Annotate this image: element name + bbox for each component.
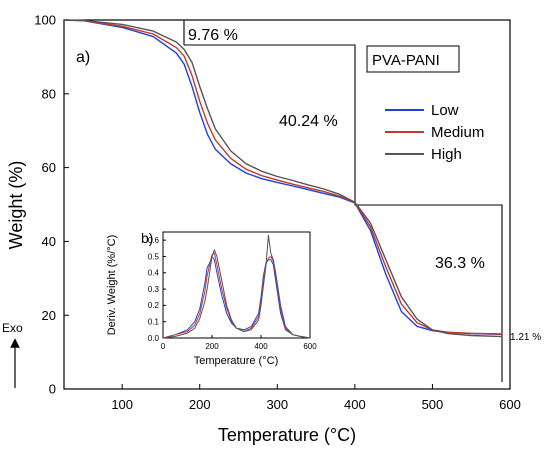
main-plot-frame bbox=[63, 19, 511, 390]
inset-axis-ticks: 0 200 400 600 0.0 0.1 0.2 0.3 0.4 0.5 0.6 bbox=[148, 236, 317, 351]
legend-label-low: Low bbox=[431, 102, 459, 119]
legend-title-box bbox=[366, 45, 460, 73]
step2-label: 40.24 % bbox=[279, 113, 338, 130]
x-tick-label: 400 bbox=[254, 342, 268, 351]
residue-label: 1.21 % bbox=[510, 332, 541, 343]
x-tick-label: 200 bbox=[205, 342, 219, 351]
series-line-1 bbox=[162, 256, 311, 339]
legend-label-medium: Medium bbox=[431, 124, 484, 141]
step3-label: 36.3 % bbox=[435, 255, 485, 272]
series-line-low bbox=[63, 19, 503, 336]
y-tick-label: 20 bbox=[42, 308, 56, 323]
exo-label: Exo bbox=[2, 321, 23, 335]
x-tick-label: 0 bbox=[161, 342, 166, 351]
y-tick-label: 80 bbox=[42, 86, 56, 101]
inset-y-axis-label: Deriv. Weight (%/°C) bbox=[106, 235, 118, 336]
x-tick-label: 500 bbox=[422, 397, 444, 412]
y-tick-label: 0.4 bbox=[148, 269, 160, 278]
series-line-medium bbox=[63, 19, 503, 335]
panel-label-a: a) bbox=[76, 49, 90, 66]
x-tick-label: 400 bbox=[344, 397, 366, 412]
y-tick-label: 60 bbox=[42, 160, 56, 175]
x-tick-label: 600 bbox=[499, 397, 521, 412]
series-line-high bbox=[63, 19, 503, 338]
inset-x-axis-label: Temperature (°C) bbox=[194, 355, 278, 367]
legend: Low Medium High bbox=[385, 102, 484, 163]
panel-label-b: b) bbox=[141, 230, 153, 246]
y-tick-label: 0.2 bbox=[148, 301, 160, 310]
legend-title: PVA-PANI bbox=[372, 52, 440, 69]
series-line-3 bbox=[162, 234, 311, 339]
y-tick-label: 0.5 bbox=[148, 252, 160, 261]
y-tick-label: 0.3 bbox=[148, 285, 160, 294]
main-series-group bbox=[63, 19, 503, 338]
x-tick-label: 300 bbox=[266, 397, 288, 412]
inset-plot-frame bbox=[162, 231, 311, 339]
y-tick-label: 40 bbox=[42, 234, 56, 249]
y-tick-label: 0.0 bbox=[148, 334, 160, 343]
main-x-axis-label: Temperature (°C) bbox=[218, 425, 356, 445]
inset-series-group bbox=[162, 234, 311, 339]
y-tick-label: 100 bbox=[34, 13, 56, 28]
main-axis-ticks: 100 200 300 400 500 600 0 20 40 60 80 100 bbox=[34, 13, 521, 412]
y-tick-label: 0.6 bbox=[148, 236, 160, 245]
y-tick-label: 0.1 bbox=[148, 317, 160, 326]
step1-label: 9.76 % bbox=[188, 27, 238, 44]
x-tick-label: 100 bbox=[111, 397, 133, 412]
x-tick-label: 600 bbox=[303, 342, 317, 351]
x-tick-label: 200 bbox=[189, 397, 211, 412]
legend-label-high: High bbox=[431, 146, 462, 163]
step-bracket-line bbox=[183, 20, 503, 382]
main-y-axis-label: Weight (%) bbox=[6, 161, 26, 250]
y-tick-label: 0 bbox=[49, 382, 56, 397]
